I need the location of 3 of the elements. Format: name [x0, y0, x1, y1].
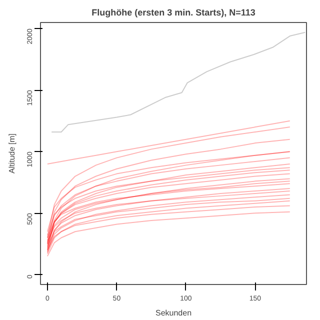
chart-title: Flughöhe (ersten 3 min. Starts), N=113: [92, 8, 256, 18]
x-axis-title: Sekunden: [155, 308, 192, 318]
y-axis-title: Altitude [m]: [8, 133, 16, 174]
